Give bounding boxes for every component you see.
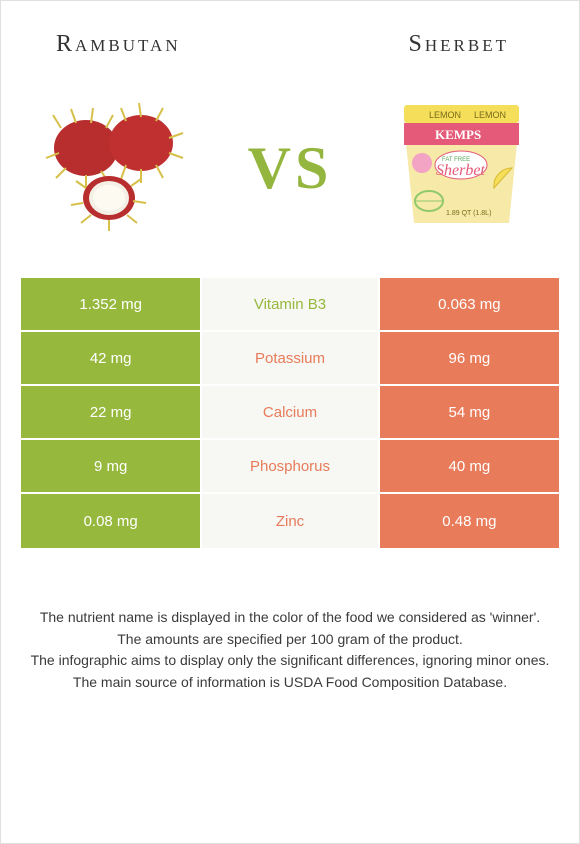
title-left: Rambutan <box>56 31 181 58</box>
svg-text:Sherbet: Sherbet <box>436 162 485 179</box>
cell-right: 40 mg <box>380 440 559 492</box>
cell-mid: Vitamin B3 <box>200 278 379 330</box>
cell-left: 1.352 mg <box>21 278 200 330</box>
cell-right: 96 mg <box>380 332 559 384</box>
footer-line: The nutrient name is displayed in the co… <box>21 608 559 628</box>
table-row: 9 mg Phosphorus 40 mg <box>21 440 559 494</box>
cell-right: 0.48 mg <box>380 494 559 548</box>
svg-text:LEMON: LEMON <box>429 110 461 120</box>
cell-left: 22 mg <box>21 386 200 438</box>
svg-text:1.89 QT (1.8L): 1.89 QT (1.8L) <box>446 210 491 217</box>
footer-notes: The nutrient name is displayed in the co… <box>1 548 579 724</box>
cell-mid: Phosphorus <box>200 440 379 492</box>
table-row: 1.352 mg Vitamin B3 0.063 mg <box>21 278 559 332</box>
footer-line: The main source of information is USDA F… <box>21 673 559 693</box>
footer-line: The amounts are specified per 100 gram o… <box>21 630 559 650</box>
nutrient-table: 1.352 mg Vitamin B3 0.063 mg 42 mg Potas… <box>1 258 579 548</box>
cell-mid: Potassium <box>200 332 379 384</box>
rambutan-image <box>31 98 206 238</box>
table-row: 0.08 mg Zinc 0.48 mg <box>21 494 559 548</box>
cell-right: 0.063 mg <box>380 278 559 330</box>
cell-left: 9 mg <box>21 440 200 492</box>
table-row: 42 mg Potassium 96 mg <box>21 332 559 386</box>
cell-left: 0.08 mg <box>21 494 200 548</box>
svg-text:LEMON: LEMON <box>474 110 506 120</box>
title-row: Rambutan Sherbet <box>1 1 579 68</box>
cell-right: 54 mg <box>380 386 559 438</box>
cell-mid: Zinc <box>200 494 379 548</box>
cell-mid: Calcium <box>200 386 379 438</box>
cell-left: 42 mg <box>21 332 200 384</box>
vs-label: VS <box>248 134 333 203</box>
table-row: 22 mg Calcium 54 mg <box>21 386 559 440</box>
title-right: Sherbet <box>409 31 509 58</box>
footer-line: The infographic aims to display only the… <box>21 651 559 671</box>
svg-text:KEMPS: KEMPS <box>435 127 481 142</box>
images-row: VS LEMON LEMON KEMPS FAT FREE Sherbet 1.… <box>1 68 579 258</box>
sherbet-image: LEMON LEMON KEMPS FAT FREE Sherbet 1.89 … <box>374 98 549 238</box>
